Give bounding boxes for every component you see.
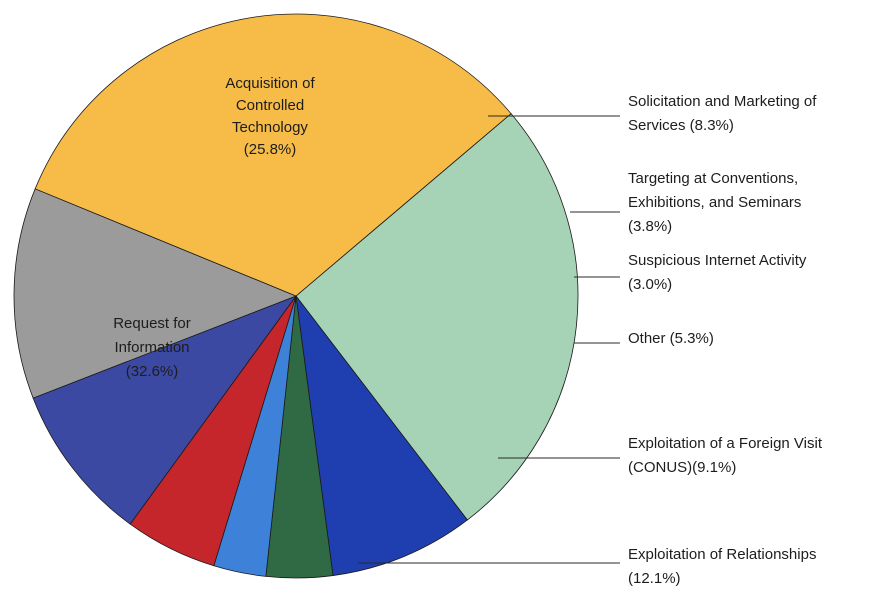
- labels-layer: Acquisition of Controlled Technology (25.8%…: [113, 75, 823, 587]
- pie-slice-exploitation-of-a-foreign-visit: [32, 295, 298, 525]
- slice-label-suspicious-internet-activity: Suspicious Internet Activity (3.0%): [628, 252, 807, 293]
- slice-label-line: Acquisition of: [225, 75, 315, 92]
- slice-label-line: Exploitation of a Foreign Visit: [628, 435, 823, 452]
- slice-label-line: Exhibitions, and Seminars: [628, 194, 801, 211]
- pie-slice-solicitation-and-marketing-of-services: [295, 294, 468, 577]
- slice-label-line: Information: [114, 339, 189, 356]
- slice-label-line: (3.8%): [628, 218, 672, 235]
- slices-layer: [13, 13, 579, 579]
- slice-label-line: Targeting at Conventions,: [628, 170, 798, 187]
- slice-label-acquisition-of-controlled-technology: Acquisition of Controlled Technology (25.8%…: [225, 75, 315, 158]
- slice-label-line: Services (8.3%): [628, 117, 734, 134]
- slice-label-targeting-at-conventions-exhibitions-and-seminars: Targeting at Conventions, Exhibitions, an…: [628, 170, 801, 235]
- slice-label-line: (32.6%): [126, 363, 179, 380]
- slice-label-other: Other (5.3%): [628, 330, 714, 347]
- slice-label-line: Other (5.3%): [628, 330, 714, 347]
- slice-label-line: Solicitation and Marketing of: [628, 93, 817, 110]
- pie-slice-request-for-information: [34, 13, 512, 297]
- slice-label-solicitation-and-marketing-of-services: Solicitation and Marketing of Services (8…: [628, 93, 817, 134]
- slice-label-line: (CONUS)(9.1%): [628, 459, 736, 476]
- slice-label-line: Request for: [113, 315, 191, 332]
- slice-label-line: Controlled: [236, 97, 304, 114]
- slice-label-line: Technology: [232, 119, 308, 136]
- slice-label-exploitation-of-a-foreign-visit: Exploitation of a Foreign Visit (CONUS)(9…: [628, 435, 823, 476]
- leader-lines-layer: [358, 115, 620, 564]
- slice-label-exploitation-of-relationships: Exploitation of Relationships (12.1%): [628, 546, 816, 587]
- slice-label-line: Exploitation of Relationships: [628, 546, 816, 563]
- pie-slice-acquisition-of-controlled-technology: [295, 113, 579, 521]
- slice-label-line: Suspicious Internet Activity: [628, 252, 807, 269]
- slice-label-line: (3.0%): [628, 276, 672, 293]
- slice-label-request-for-information: Request for Information (32.6%): [113, 315, 191, 380]
- slice-label-line: (25.8%): [244, 141, 297, 158]
- pie-slice-exploitation-of-relationships: [13, 188, 298, 399]
- slice-label-line: (12.1%): [628, 570, 681, 587]
